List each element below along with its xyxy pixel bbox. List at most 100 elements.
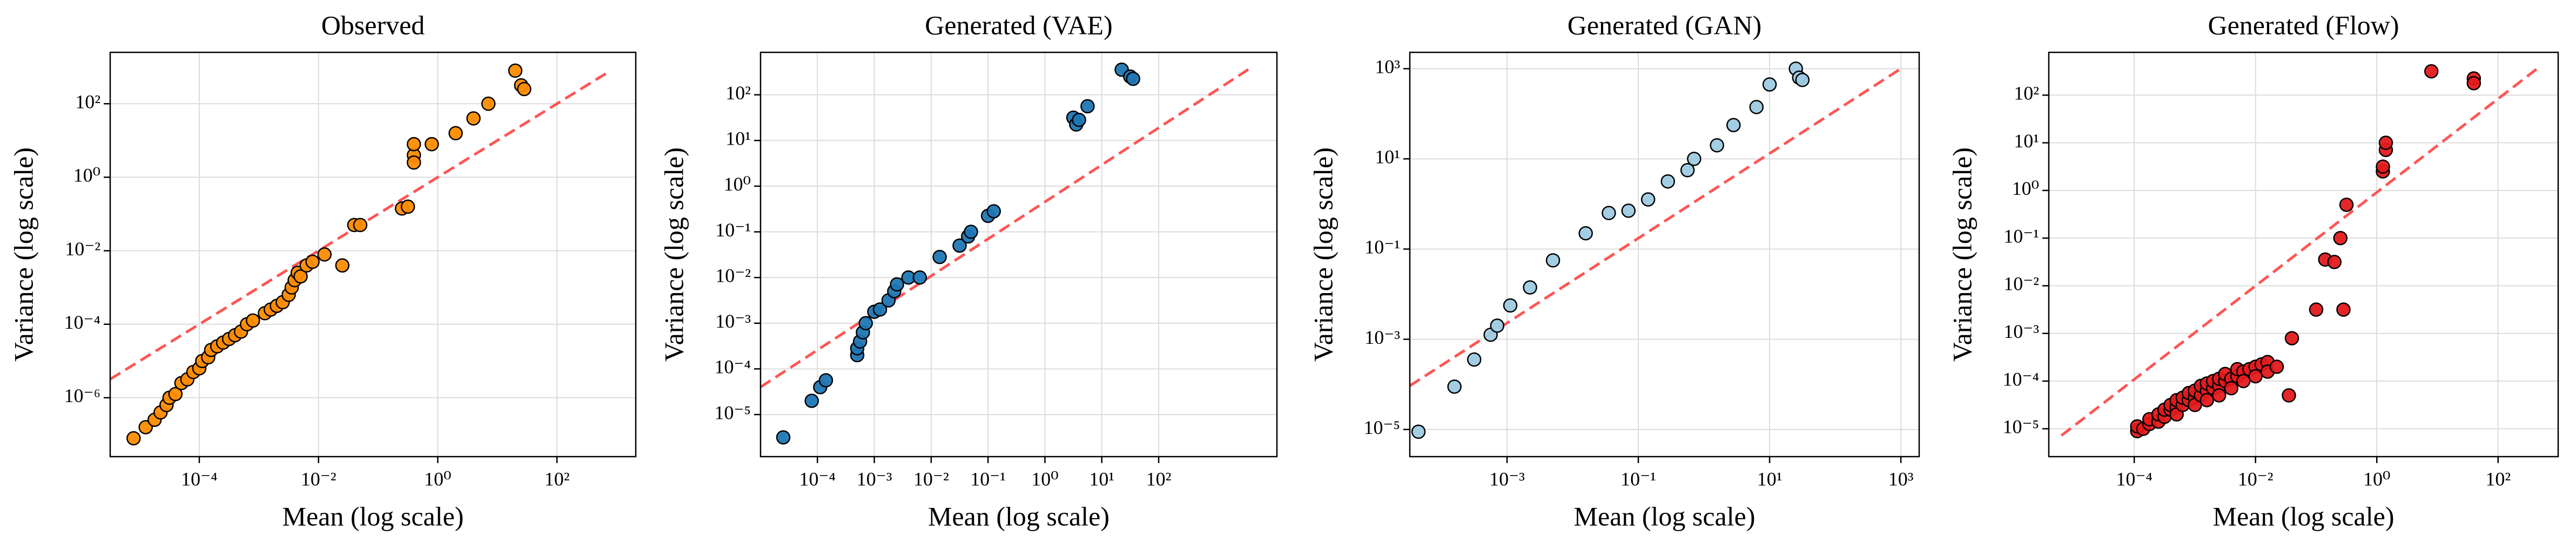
y-tick-label: 10² [2014, 83, 2039, 104]
point [1660, 174, 1676, 189]
point [2376, 159, 2390, 174]
point [2284, 331, 2299, 345]
y-tick-label: 10⁻² [2003, 273, 2039, 295]
point [1072, 112, 1086, 127]
reference-line [2060, 68, 2538, 437]
x-tick-label: 10⁻² [301, 468, 337, 490]
point [1687, 152, 1701, 166]
chart-title: Observed [321, 10, 425, 40]
point [1640, 192, 1656, 207]
point [1726, 118, 1741, 132]
x-tick-label: 10⁻⁴ [799, 468, 836, 490]
reference-line [761, 66, 1253, 389]
point [2200, 393, 2214, 408]
point [425, 137, 439, 152]
point [466, 111, 481, 126]
x-tick-label: 10⁻² [2238, 468, 2274, 490]
point [1680, 163, 1695, 178]
y-tick-label: 10⁻⁵ [2002, 416, 2039, 438]
axes-frame [759, 51, 1278, 458]
y-tick-label: 10⁻⁵ [1363, 417, 1400, 438]
plot-area [1410, 67, 1902, 387]
point [2336, 302, 2351, 317]
y-axis-label: Variance (log scale) [1947, 147, 1977, 362]
point [1749, 100, 1764, 114]
point [293, 269, 308, 284]
x-tick-label: 10³ [1888, 468, 1914, 490]
point [1411, 424, 1426, 439]
point [335, 258, 350, 273]
plot-area [2060, 68, 2538, 437]
y-tick-label: 10⁻³ [2003, 321, 2039, 342]
point [317, 247, 332, 262]
y-tick-label: 10⁻⁴ [2002, 368, 2039, 390]
chart-title: Generated (Flow) [2208, 10, 2399, 40]
reference-line [1410, 67, 1902, 387]
point [2282, 388, 2296, 403]
y-tick-label: 10¹ [1375, 146, 1400, 168]
y-tick-label: 10⁻¹ [715, 219, 751, 241]
y-tick-label: 10¹ [2014, 130, 2039, 152]
point [406, 155, 421, 170]
x-axis-label: Mean (log scale) [1574, 501, 1756, 531]
y-tick-label: 10⁰ [724, 173, 751, 195]
point [1447, 379, 1462, 394]
x-tick-label: 10⁻¹ [970, 468, 1006, 490]
point [2339, 198, 2354, 212]
y-tick-label: 10⁰ [2012, 178, 2039, 199]
y-tick-label: 10² [75, 91, 100, 112]
x-tick-label: 10² [2485, 468, 2511, 490]
x-tick-label: 10⁻³ [857, 468, 892, 490]
x-tick-label: 10⁻² [913, 468, 949, 490]
point [858, 316, 873, 331]
chart-title: Generated (VAE) [925, 10, 1113, 40]
point [932, 249, 947, 264]
point [818, 373, 833, 388]
point [168, 386, 183, 402]
point [2333, 230, 2348, 246]
y-tick-label: 10⁰ [73, 165, 100, 186]
y-tick-label: 10⁻⁴ [714, 356, 751, 378]
chart-title: Generated (GAN) [1568, 10, 1762, 40]
x-tick-label: 10⁻⁴ [181, 468, 218, 490]
point [1523, 280, 1537, 295]
point [804, 393, 819, 408]
point [1080, 99, 1095, 114]
point [1490, 318, 1505, 333]
point [776, 430, 791, 445]
point [1578, 226, 1593, 241]
point [2269, 359, 2284, 374]
y-tick-label: 10⁻² [65, 238, 100, 260]
point [2309, 302, 2324, 317]
point [986, 204, 1001, 219]
y-tick-label: 10⁻¹ [2003, 225, 2039, 247]
point [1467, 352, 1482, 367]
x-axis-label: Mean (log scale) [2213, 501, 2395, 531]
plot-area [761, 66, 1253, 389]
y-tick-label: 10⁻³ [1364, 327, 1400, 348]
y-tick-label: 10⁻⁴ [64, 311, 100, 333]
point [517, 82, 532, 97]
x-tick-label: 10⁻³ [1489, 468, 1525, 490]
axes-frame [109, 51, 637, 458]
point [406, 137, 421, 152]
x-tick-label: 10⁻¹ [1620, 468, 1656, 490]
axes-frame [1409, 51, 1920, 458]
point [2236, 374, 2251, 389]
point [872, 302, 887, 317]
point [1710, 138, 1724, 153]
y-axis-label: Variance (log scale) [8, 147, 38, 362]
point [1545, 253, 1561, 268]
y-axis-label: Variance (log scale) [1308, 147, 1338, 362]
y-tick-label: 10⁻⁵ [714, 402, 751, 423]
x-tick-label: 10⁰ [1031, 468, 1058, 490]
point [2248, 369, 2263, 384]
x-tick-label: 10² [544, 468, 570, 490]
point [2378, 135, 2393, 150]
x-tick-label: 10⁰ [2363, 468, 2390, 490]
x-axis-label: Mean (log scale) [283, 501, 464, 531]
x-tick-label: 10⁻⁴ [2116, 468, 2153, 490]
point [1795, 72, 1810, 87]
x-tick-label: 10¹ [1757, 468, 1783, 490]
y-tick-label: 10² [725, 82, 751, 104]
